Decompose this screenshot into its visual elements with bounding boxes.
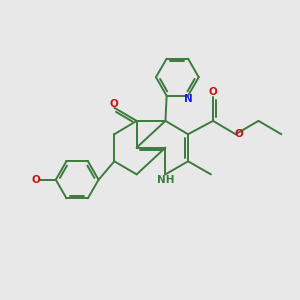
Text: O: O <box>32 175 40 185</box>
Text: O: O <box>235 129 244 139</box>
Text: O: O <box>110 99 118 109</box>
Text: NH: NH <box>157 175 175 185</box>
Text: N: N <box>184 94 193 104</box>
Text: O: O <box>208 87 217 97</box>
